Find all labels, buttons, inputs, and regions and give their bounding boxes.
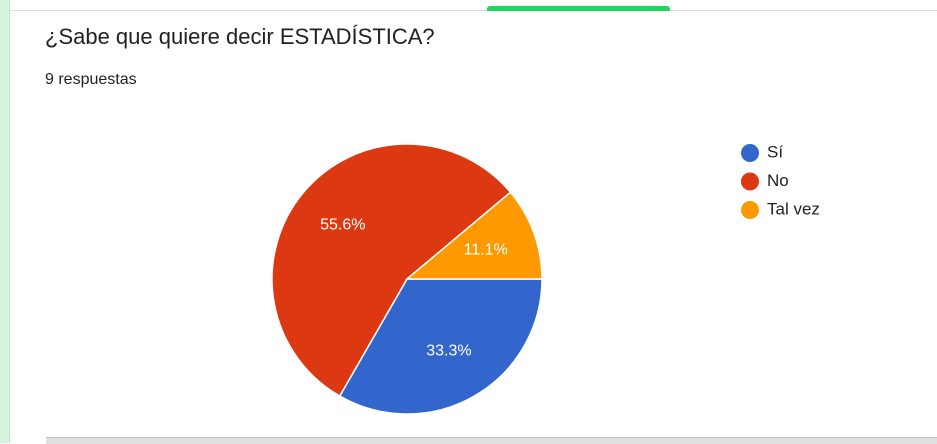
pie-slice-tal-vez[interactable]	[404, 191, 543, 280]
left-accent-strip	[0, 0, 10, 443]
active-card-indicator	[487, 6, 670, 11]
slice-data-label: 33.3%	[426, 343, 471, 360]
question-title: ¿Sabe que quiere decir ESTADÍSTICA?	[45, 24, 435, 49]
slice-data-label: 11.1%	[464, 242, 508, 259]
legend-swatch	[741, 172, 759, 191]
pie-slice-no[interactable]	[271, 143, 512, 398]
legend-label: Tal vez	[767, 199, 820, 218]
pie-slice-sí[interactable]	[338, 278, 543, 415]
legend-swatch	[741, 201, 759, 219]
slice-data-label: 55.6%	[320, 216, 365, 233]
legend-swatch	[741, 144, 759, 162]
legend-label: No	[767, 171, 789, 190]
legend-label: Sí	[767, 142, 783, 161]
card-top-border	[9, 10, 937, 11]
response-count: 9 respuestas	[45, 71, 137, 88]
horizontal-scrollbar[interactable]	[46, 437, 937, 444]
